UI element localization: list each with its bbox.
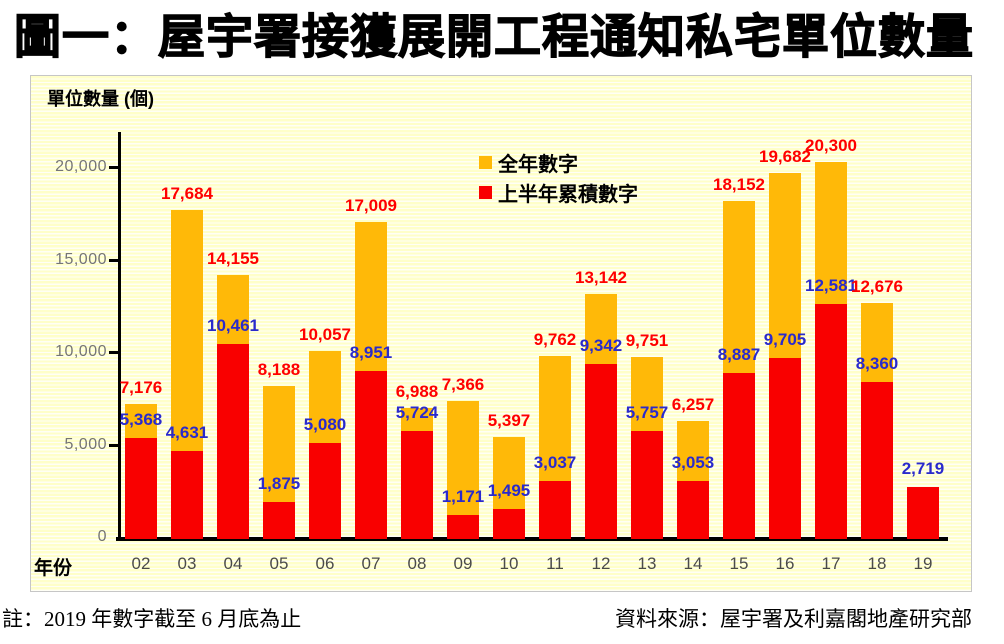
label-half-year-02: 5,368 [119, 409, 163, 429]
x-tick-label-15: 15 [729, 554, 749, 573]
bar-half-year-02 [125, 437, 157, 539]
bar-half-year-11 [539, 480, 571, 539]
label-full-year-10: 5,397 [487, 411, 531, 431]
y-tick-mark [109, 351, 118, 354]
label-half-year-08: 5,724 [395, 403, 439, 423]
x-tick-label-09: 09 [453, 554, 473, 573]
y-tick-label: 15,000 [55, 251, 107, 268]
x-tick-label-08: 08 [407, 554, 427, 573]
x-tick-label-13: 13 [637, 554, 657, 573]
bar-half-year-05 [263, 502, 295, 539]
plot-area: 20,000 15,000 10,000 5,000 0 7,176 5,368 02 17,6… [31, 76, 971, 591]
bar-half-year-03 [171, 451, 203, 539]
label-full-year-15: 18,152 [713, 175, 765, 195]
bar-half-year-12 [585, 364, 617, 539]
y-tick-label: 10,000 [55, 343, 107, 360]
x-tick-label-02: 02 [131, 554, 151, 573]
y-tick-mark [109, 444, 118, 447]
x-tick-label-12: 12 [591, 554, 611, 573]
bar-half-year-13 [631, 430, 663, 539]
label-full-year-09: 7,366 [441, 374, 485, 394]
x-tick-label-18: 18 [867, 554, 887, 573]
label-full-year-04: 14,155 [207, 249, 259, 269]
x-tick-label-19: 19 [913, 554, 933, 573]
label-half-year-09: 1,171 [441, 487, 485, 507]
bar-half-year-04 [217, 343, 249, 539]
bar-half-year-10 [493, 509, 525, 539]
bar-half-year-17 [815, 304, 847, 539]
x-tick-label-17: 17 [821, 554, 841, 573]
legend-label: 上半年累積數字 [498, 183, 638, 206]
label-full-year-03: 17,684 [161, 183, 213, 203]
bar-half-year-07 [355, 371, 387, 539]
label-half-year-12: 9,342 [579, 336, 623, 356]
label-half-year-14: 3,053 [671, 452, 715, 472]
label-half-year-06: 5,080 [303, 415, 347, 434]
label-half-year-18: 8,360 [855, 354, 899, 374]
x-tick-label-07: 07 [361, 554, 381, 573]
bar-half-year-14 [677, 480, 709, 539]
legend-label: 全年數字 [498, 153, 578, 176]
label-full-year-02: 7,176 [119, 378, 163, 398]
label-half-year-10: 1,495 [487, 481, 531, 501]
label-full-year-17: 20,300 [805, 135, 857, 155]
figure-title: 圖一：屋宇署接獲展開工程通知私宅單位數量 [13, 9, 974, 63]
bar-half-year-06 [309, 443, 341, 539]
note: 註：2019 年數字截至 6 月底為止 [2, 607, 302, 631]
legend-swatch-icon [479, 155, 492, 169]
y-tick-mark [109, 259, 118, 262]
x-tick-label-03: 03 [177, 554, 197, 573]
label-full-year-12: 13,142 [575, 267, 627, 287]
bar-half-year-09 [447, 515, 479, 539]
legend: 全年數字上半年累積數字 [479, 147, 638, 207]
label-half-year-11: 3,037 [533, 452, 577, 472]
y-tick-mark [109, 166, 118, 169]
label-full-year-05: 8,188 [257, 359, 301, 379]
y-tick-label: 5,000 [64, 436, 107, 453]
label-full-year-16: 19,682 [759, 146, 811, 166]
chart-panel: 單位數量 (個) 20,000 15,000 10,000 5,000 0 7,176 5,… [30, 75, 972, 592]
x-tick-label-04: 04 [223, 554, 243, 573]
x-axis-line [116, 537, 948, 541]
bar-half-year-18 [861, 382, 893, 539]
x-tick-label-06: 06 [315, 554, 335, 573]
footer: 註：2019 年數字截至 6 月底為止 資料來源：屋宇署及利嘉閣地產研究部 [2, 603, 972, 633]
y-tick-label: 20,000 [55, 158, 107, 175]
y-tick-label: 0 [97, 528, 107, 545]
label-half-year-03: 4,631 [165, 423, 209, 443]
bar-half-year-15 [723, 372, 755, 539]
source: 資料來源：屋宇署及利嘉閣地產研究部 [615, 607, 972, 631]
bar-half-year-08 [401, 431, 433, 539]
bar-half-year-19 [907, 486, 939, 539]
label-full-year-08: 6,988 [395, 381, 439, 401]
y-axis-title: 單位數量 (個) [47, 89, 154, 109]
y-axis-line [118, 132, 121, 541]
legend-item-1: 上半年累積數字 [479, 177, 638, 207]
label-full-year-07: 17,009 [345, 196, 397, 216]
label-half-year-16: 9,705 [763, 329, 807, 349]
label-full-year-18: 12,676 [851, 276, 903, 296]
label-half-year-05: 1,875 [257, 474, 301, 494]
bar-half-year-16 [769, 357, 801, 539]
x-axis-title: 年份 [34, 558, 73, 579]
x-tick-label-11: 11 [546, 554, 564, 573]
label-half-year-04: 10,461 [207, 315, 259, 335]
label-half-year-13: 5,757 [625, 402, 669, 422]
label-half-year-19: 2,719 [901, 458, 945, 478]
label-full-year-13: 9,751 [625, 330, 669, 350]
label-half-year-07: 8,951 [349, 343, 393, 363]
legend-swatch-icon [479, 185, 492, 199]
label-half-year-17: 12,581 [805, 276, 857, 296]
x-tick-label-16: 16 [775, 554, 795, 573]
label-full-year-14: 6,257 [671, 395, 715, 415]
label-full-year-06: 10,057 [299, 324, 351, 344]
label-half-year-15: 8,887 [717, 344, 761, 364]
x-tick-label-10: 10 [499, 554, 519, 573]
label-full-year-11: 9,762 [533, 330, 577, 350]
x-tick-label-14: 14 [683, 554, 703, 573]
legend-item-0: 全年數字 [479, 147, 638, 177]
x-tick-label-05: 05 [269, 554, 289, 573]
